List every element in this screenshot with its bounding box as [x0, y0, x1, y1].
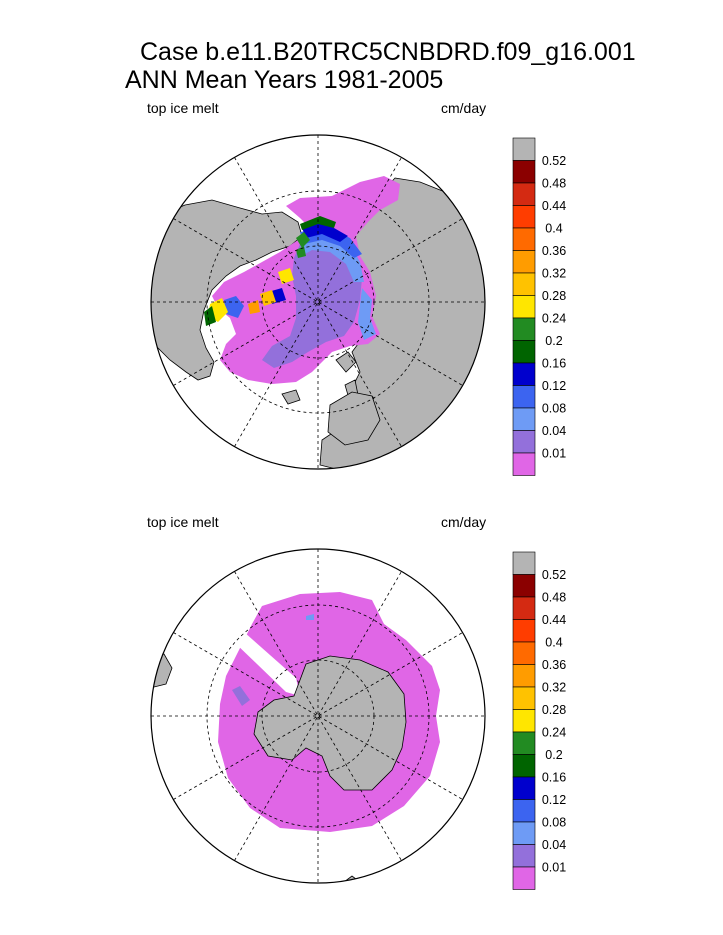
- south-colorbar-tick-label: 0.2: [545, 748, 562, 762]
- south-colorbar-swatch: [512, 641, 536, 665]
- north-colorbar-swatch: [512, 362, 536, 386]
- plot-title-period: ANN Mean Years 1981-2005: [125, 66, 444, 94]
- north-colorbar-swatch: [512, 407, 536, 431]
- north-colorbar-tick-label: 0.2: [545, 334, 562, 348]
- north-colorbar-tick-label: 0.36: [542, 244, 566, 258]
- north-colorbar-swatch: [512, 227, 536, 251]
- south-colorbar-swatch: [512, 731, 536, 755]
- south-colorbar-tick-label: 0.44: [542, 613, 566, 627]
- south-graticule: [151, 549, 485, 883]
- north-colorbar-tick-label: 0.08: [542, 402, 566, 416]
- south-colorbar-tick-label: 0.04: [542, 838, 566, 852]
- north-colorbar-tick-label: 0.28: [542, 289, 566, 303]
- south-polar-map: [150, 548, 486, 884]
- north-colorbar-tick-label: 0.44: [542, 199, 566, 213]
- north-colorbar-swatch: [512, 385, 536, 409]
- south-colorbar-tick-label: 0.28: [542, 703, 566, 717]
- south-map-boundary: [150, 548, 486, 884]
- south-colorbar-swatch: [512, 754, 536, 778]
- north-colorbar-tick-label: 0.24: [542, 312, 566, 326]
- south-colorbar-tick-label: 0.16: [542, 771, 566, 785]
- south-colorbar-swatch: [512, 574, 536, 598]
- south-colorbar-swatch: [512, 821, 536, 845]
- north-colorbar-tick-label: 0.01: [542, 447, 566, 461]
- north-colorbar-tick-label: 0.52: [542, 154, 566, 168]
- north-colorbar-swatch: [512, 340, 536, 364]
- south-colorbar-swatch: [512, 844, 536, 868]
- south-colorbar-swatch: [512, 776, 536, 800]
- south-colorbar-tick-label: 0.12: [542, 793, 566, 807]
- north-colorbar: 0.52 0.48 0.44 0.4 0.36 0.32 0.28 0.24 0.2 0.16 0.…: [512, 137, 566, 476]
- north-variable-label: top ice melt: [147, 100, 219, 116]
- north-colorbar-tick-label: 0.04: [542, 424, 566, 438]
- south-colorbar-tick-label: 0.32: [542, 681, 566, 695]
- north-colorbar-tick-label: 0.32: [542, 267, 566, 281]
- south-colorbar-swatch: [512, 709, 536, 733]
- south-colorbar-tick-label: 0.24: [542, 726, 566, 740]
- plot-title-case: Case b.e11.B20TRC5CNBDRD.f09_g16.001: [140, 38, 636, 66]
- south-units-label: cm/day: [441, 514, 487, 530]
- north-graticule: [151, 135, 485, 469]
- north-colorbar-tick-label: 0.12: [542, 379, 566, 393]
- north-colorbar-swatch: [512, 452, 536, 476]
- north-units-label: cm/day: [441, 100, 487, 116]
- north-map-boundary: [150, 134, 486, 470]
- north-colorbar-swatch: [512, 317, 536, 341]
- north-colorbar-swatch: [512, 250, 536, 274]
- south-colorbar-swatch: [512, 686, 536, 710]
- south-colorbar-tick-label: 0.4: [545, 636, 562, 650]
- north-colorbar-swatch: [512, 272, 536, 296]
- south-colorbar-tick-label: 0.01: [542, 861, 566, 875]
- north-polar-map: [150, 134, 486, 470]
- south-colorbar-tick-label: 0.48: [542, 591, 566, 605]
- south-colorbar-tick-label: 0.08: [542, 816, 566, 830]
- south-colorbar-tick-label: 0.52: [542, 568, 566, 582]
- south-colorbar-swatch: [512, 596, 536, 620]
- south-colorbar: 0.52 0.48 0.44 0.4 0.36 0.32 0.28 0.24 0.2 0.16 0.…: [512, 551, 566, 890]
- south-colorbar-tick-label: 0.36: [542, 658, 566, 672]
- north-colorbar-tick-label: 0.16: [542, 357, 566, 371]
- north-colorbar-swatch: [512, 295, 536, 319]
- south-colorbar-swatch: [512, 866, 536, 890]
- north-colorbar-tick-label: 0.48: [542, 177, 566, 191]
- south-colorbar-swatch: [512, 799, 536, 823]
- north-colorbar-swatch: [512, 137, 536, 161]
- north-colorbar-swatch: [512, 205, 536, 229]
- south-variable-label: top ice melt: [147, 514, 219, 530]
- south-colorbar-swatch: [512, 664, 536, 688]
- north-colorbar-swatch: [512, 182, 536, 206]
- south-colorbar-swatch: [512, 619, 536, 643]
- north-colorbar-tick-label: 0.4: [545, 222, 562, 236]
- south-colorbar-swatch: [512, 551, 536, 575]
- north-colorbar-swatch: [512, 430, 536, 454]
- north-colorbar-swatch: [512, 160, 536, 184]
